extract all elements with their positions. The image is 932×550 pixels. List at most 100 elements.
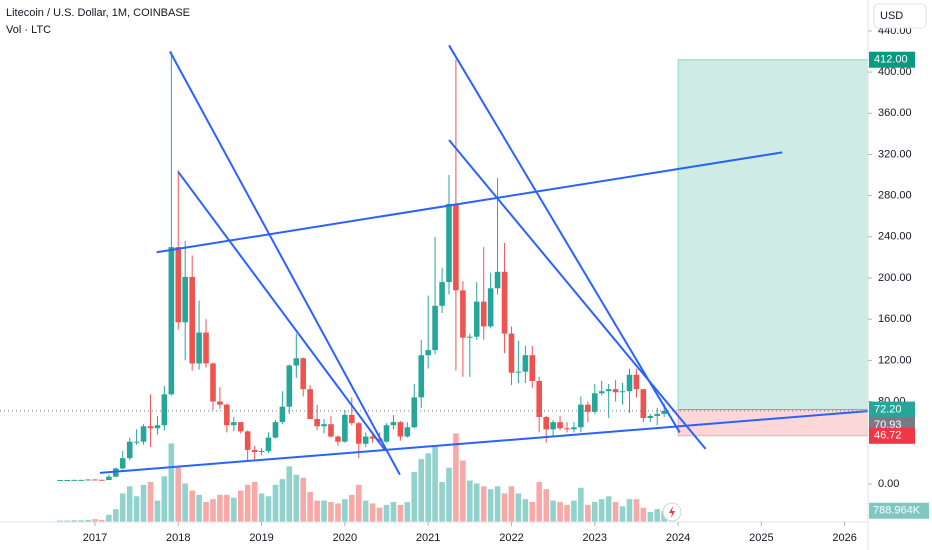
volume-bar <box>307 492 313 522</box>
volume-bar <box>78 520 84 522</box>
candle-body <box>529 355 536 381</box>
volume-bar <box>397 504 404 522</box>
candle-body <box>376 438 383 442</box>
candle-body <box>231 422 237 426</box>
candle-body <box>161 394 168 426</box>
candle-body <box>244 431 251 450</box>
volume-label-box <box>869 502 929 519</box>
candle-body <box>71 479 77 481</box>
candle-body <box>543 416 550 430</box>
volume-title: Vol · LTC <box>6 24 51 36</box>
candle-body <box>196 332 202 364</box>
candle-body <box>467 336 473 338</box>
volume-bar <box>411 472 418 522</box>
volume-bar <box>321 500 327 522</box>
volume-bar <box>626 499 633 522</box>
volume-bar <box>237 490 244 522</box>
volume-bar <box>390 502 397 522</box>
volume-bar <box>585 504 591 522</box>
volume-bar <box>453 433 459 522</box>
trend-line <box>156 151 783 254</box>
volume-bar <box>231 497 237 522</box>
volume-bar <box>251 482 258 522</box>
volume-bar <box>210 499 216 522</box>
volume-bar <box>203 502 209 522</box>
volume-bar <box>591 502 598 522</box>
candle-body <box>564 428 570 430</box>
volume-bar <box>64 520 71 522</box>
candle-body <box>189 276 195 364</box>
currency-button[interactable] <box>873 3 927 29</box>
volume-bar <box>425 453 431 522</box>
volume-bar <box>647 512 654 522</box>
volume-bar <box>147 482 154 522</box>
candle-body <box>473 301 480 337</box>
candle-body <box>633 374 640 390</box>
candle-body <box>57 479 64 481</box>
volume-bar <box>293 474 300 522</box>
volume-bar <box>508 486 515 522</box>
candle-body <box>335 436 341 442</box>
candle-body <box>293 358 300 366</box>
volume-bar <box>106 514 112 522</box>
volume-bar <box>92 519 98 522</box>
volume-bar <box>515 493 522 522</box>
y-tick-label: 200.00 <box>878 272 912 284</box>
candle-body <box>487 288 494 327</box>
candle-body <box>515 371 522 373</box>
target-label: 412.00 <box>874 54 908 66</box>
candle-body <box>571 427 577 430</box>
candle-body <box>140 426 147 442</box>
candle-body <box>78 479 84 481</box>
volume-bar <box>432 446 438 522</box>
volume-bar <box>99 519 105 522</box>
volume-bar <box>272 484 279 522</box>
volume-bar <box>571 500 577 522</box>
candle-body <box>182 276 188 323</box>
candle-body <box>92 479 98 481</box>
volume-bar <box>189 490 195 522</box>
volume-bar <box>154 500 161 522</box>
candle-body <box>404 427 411 437</box>
candle-body <box>661 410 667 414</box>
candle-body <box>626 374 633 392</box>
candle-body <box>348 414 355 424</box>
candle-body <box>550 422 556 430</box>
trend-line <box>448 139 707 450</box>
stop-label: 46.72 <box>874 430 902 442</box>
candle-body <box>494 271 501 289</box>
volume-bar <box>536 482 543 522</box>
volume-bar <box>460 460 466 522</box>
candle-body <box>362 436 369 444</box>
candle-body <box>265 437 272 451</box>
target-label-box <box>869 51 915 68</box>
candle-body <box>418 355 425 398</box>
candle-body <box>612 389 619 393</box>
volume-bar <box>57 520 64 522</box>
volume-bar <box>418 459 425 522</box>
candle-body <box>307 389 313 420</box>
last-price-label: 70.93 <box>874 419 902 431</box>
event-icon-bolt <box>669 506 675 518</box>
volume-bar <box>640 507 647 522</box>
candle-body <box>647 415 654 419</box>
candle-body <box>411 397 418 428</box>
plot-area <box>0 44 868 522</box>
candle-body <box>591 393 598 412</box>
candle-body <box>224 404 230 426</box>
entry-label: 72.20 <box>874 403 902 415</box>
volume-bar <box>619 506 626 522</box>
volume-bar <box>383 504 390 522</box>
candle-body <box>328 424 334 437</box>
candle-body <box>342 414 348 442</box>
x-tick-label: 2020 <box>333 532 357 544</box>
volume-bar <box>286 466 293 522</box>
volume-bar <box>557 502 563 522</box>
trend-line <box>448 44 681 433</box>
currency-label[interactable]: USD <box>880 10 903 22</box>
candle-body <box>619 391 626 393</box>
x-tick-label: 2018 <box>166 532 190 544</box>
y-tick-label: 400.00 <box>878 66 912 78</box>
